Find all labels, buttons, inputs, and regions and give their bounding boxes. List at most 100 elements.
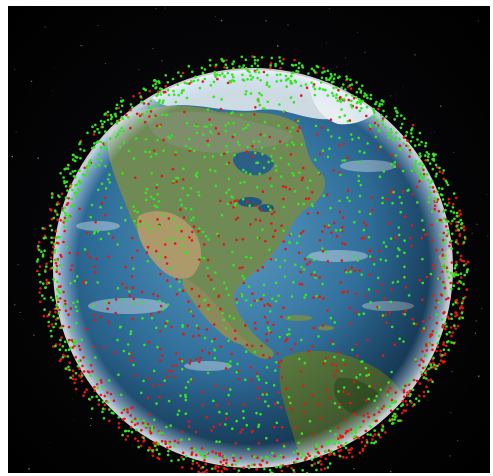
satellite-dot <box>301 176 305 179</box>
satellite-dot <box>362 228 366 232</box>
satellite-dot <box>255 372 259 375</box>
satellite-dot <box>299 370 303 373</box>
satellite-dot <box>424 371 427 375</box>
satellite-dot <box>158 125 161 128</box>
satellite-dot <box>366 142 369 145</box>
satellite-dot <box>157 443 161 446</box>
satellite-dot <box>229 360 232 363</box>
satellite-dot <box>195 171 199 175</box>
satellite-dot <box>391 418 394 421</box>
satellite-dot <box>195 358 198 361</box>
satellite-dot <box>94 165 97 169</box>
satellite-dot <box>50 236 53 239</box>
satellite-dot <box>404 286 408 289</box>
satellite-dot <box>225 412 228 416</box>
satellite-dot <box>457 287 461 291</box>
satellite-dot <box>96 127 99 131</box>
satellite-dot <box>459 218 463 222</box>
satellite-dot <box>329 439 333 443</box>
satellite-dot <box>78 374 81 377</box>
satellite-dot <box>385 197 388 201</box>
satellite-dot <box>159 347 162 351</box>
satellite-dot <box>117 426 121 429</box>
satellite-dot <box>159 93 163 96</box>
satellite-dot <box>151 384 155 387</box>
satellite-dot <box>114 114 118 118</box>
satellite-dot <box>354 292 358 296</box>
satellite-dot <box>218 440 221 444</box>
satellite-dot <box>286 143 289 147</box>
satellite-dot <box>302 454 306 458</box>
satellite-dot <box>106 307 109 311</box>
satellite-dot <box>177 71 180 74</box>
satellite-dot <box>52 325 55 329</box>
satellite-dot <box>323 224 327 228</box>
satellite-dot <box>324 457 328 461</box>
satellite-dot <box>93 319 97 322</box>
satellite-dot <box>171 217 174 221</box>
satellite-dot <box>201 230 205 234</box>
satellite-dot <box>207 144 210 147</box>
satellite-dot <box>434 163 438 167</box>
satellite-dot <box>295 241 299 245</box>
satellite-dot <box>103 142 107 146</box>
satellite-dot <box>395 109 398 113</box>
satellite-dot <box>137 119 141 122</box>
satellite-dot <box>363 92 367 95</box>
satellite-dot <box>106 400 110 404</box>
satellite-dot <box>164 324 167 328</box>
satellite-dot <box>349 428 353 431</box>
satellite-dot <box>151 84 155 87</box>
satellite-dot <box>52 278 55 281</box>
satellite-dot <box>224 423 227 426</box>
satellite-dot <box>56 280 59 284</box>
satellite-dot <box>367 236 371 239</box>
satellite-dot <box>270 154 273 158</box>
satellite-dot <box>93 389 97 393</box>
satellite-dot <box>144 138 148 141</box>
space-background <box>8 6 490 473</box>
satellite-dot <box>167 93 171 97</box>
satellite-dot <box>158 299 161 303</box>
satellite-dot <box>310 273 313 276</box>
satellite-dot <box>170 370 174 373</box>
satellite-dot <box>226 362 229 366</box>
satellite-dot <box>120 104 124 108</box>
satellite-dot <box>366 412 370 415</box>
satellite-dot <box>244 299 248 302</box>
satellite-dot <box>135 428 138 432</box>
satellite-dot <box>63 299 67 303</box>
satellite-dot <box>295 449 299 453</box>
satellite-dot <box>235 419 238 423</box>
satellite-dot <box>79 376 83 379</box>
satellite-dot <box>152 116 156 119</box>
satellite-dot <box>317 171 321 175</box>
satellite-dot <box>334 229 338 232</box>
satellite-dot <box>142 102 146 105</box>
satellite-dot <box>143 120 147 124</box>
satellite-dot <box>273 454 276 458</box>
satellite-dot <box>425 377 428 380</box>
satellite-dot <box>155 80 158 83</box>
satellite-dot <box>355 90 359 94</box>
satellite-dot <box>313 270 316 274</box>
satellite-dot <box>314 449 318 453</box>
satellite-dot <box>74 387 78 391</box>
satellite-dot <box>83 149 86 152</box>
satellite-dot <box>326 309 329 312</box>
satellite-dot <box>60 192 64 195</box>
satellite-dot <box>226 71 230 75</box>
satellite-dot <box>290 467 294 470</box>
satellite-dot <box>413 144 417 147</box>
satellite-dot <box>224 124 227 127</box>
star <box>76 392 78 394</box>
satellite-dot <box>342 390 345 394</box>
satellite-dot <box>341 159 344 162</box>
satellite-dot <box>118 326 122 329</box>
satellite-dot <box>177 280 181 284</box>
satellite-dot <box>301 230 305 233</box>
satellite-dot <box>403 265 406 269</box>
satellite-dot <box>178 357 181 361</box>
satellite-dot <box>268 329 271 332</box>
satellite-dot <box>342 455 345 459</box>
